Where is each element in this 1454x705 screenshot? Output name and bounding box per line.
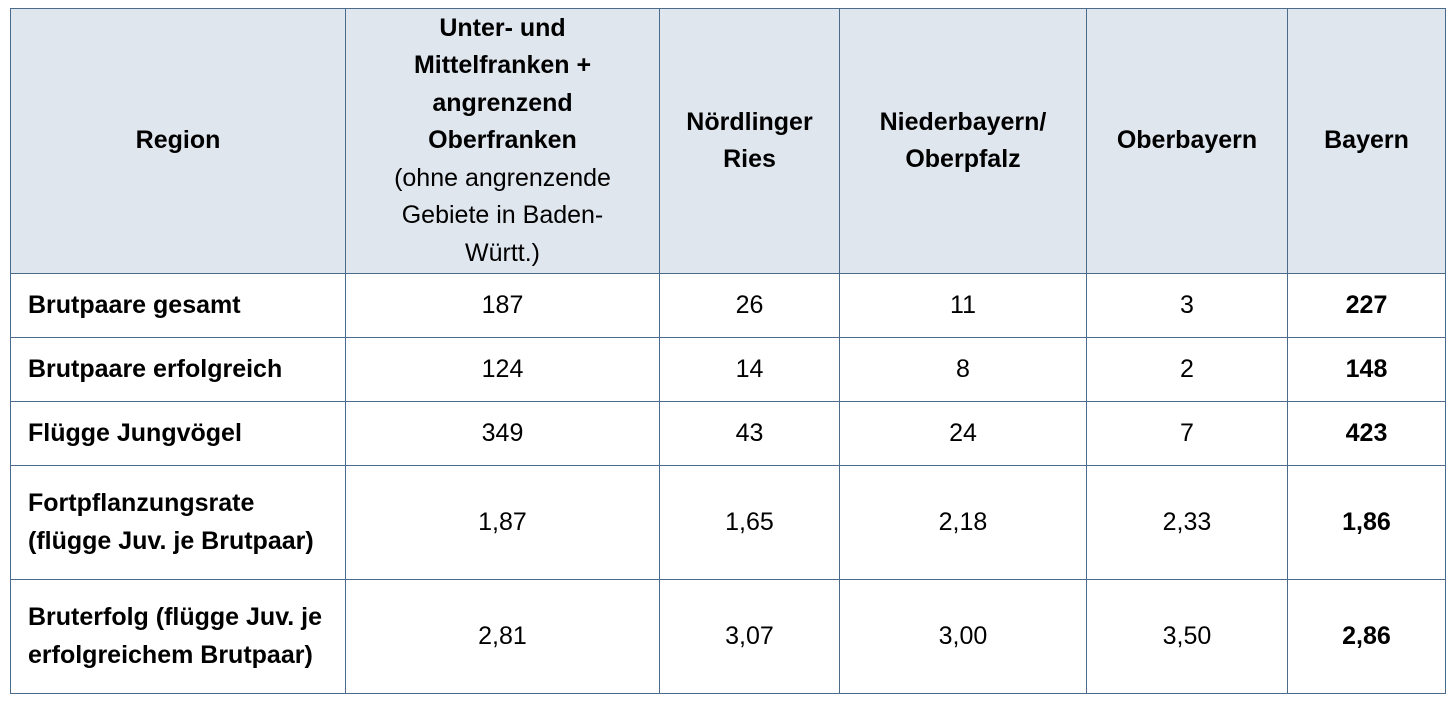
header-noerdlinger-ries: Nördlinger Ries (659, 8, 840, 274)
header-oberbayern: Oberbayern (1086, 8, 1288, 274)
cell-total: 423 (1287, 401, 1446, 466)
cell-value: 2,81 (345, 579, 660, 694)
cell-total: 2,86 (1287, 579, 1446, 694)
cell-value: 26 (659, 273, 840, 338)
cell-value: 14 (659, 337, 840, 402)
cell-value: 1,65 (659, 465, 840, 580)
row-label: Flügge Jungvögel (10, 401, 346, 466)
cell-total: 148 (1287, 337, 1446, 402)
breeding-statistics-table: Region Unter- und Mittelfranken + angren… (10, 8, 1446, 694)
cell-value: 1,87 (345, 465, 660, 580)
table-row: Bruterfolg (flügge Juv. je erfolgreichem… (10, 579, 1446, 694)
cell-value: 3 (1086, 273, 1288, 338)
row-label: Brutpaare erfolgreich (10, 337, 346, 402)
cell-value: 24 (839, 401, 1087, 466)
cell-value: 3,07 (659, 579, 840, 694)
cell-value: 2,33 (1086, 465, 1288, 580)
header-franken-note: (ohne angrenzende Gebiete in Baden-Württ… (394, 163, 611, 267)
cell-value: 2 (1086, 337, 1288, 402)
cell-total: 227 (1287, 273, 1446, 338)
row-label: Brutpaare gesamt (10, 273, 346, 338)
table-row: Brutpaare gesamt 187 26 11 3 227 (10, 273, 1446, 338)
header-niederbayern-oberpfalz: Niederbayern/ Oberpfalz (839, 8, 1087, 274)
table-row: Brutpaare erfolgreich 124 14 8 2 148 (10, 337, 1446, 402)
header-franken: Unter- und Mittelfranken + angrenzend Ob… (345, 8, 660, 274)
cell-value: 349 (345, 401, 660, 466)
cell-value: 7 (1086, 401, 1288, 466)
table-row: Fortpflanzungsrate (flügge Juv. je Brutp… (10, 465, 1446, 580)
cell-total: 1,86 (1287, 465, 1446, 580)
header-row: Region Unter- und Mittelfranken + angren… (10, 8, 1446, 274)
cell-value: 3,50 (1086, 579, 1288, 694)
table-row: Flügge Jungvögel 349 43 24 7 423 (10, 401, 1446, 466)
row-label: Fortpflanzungsrate (flügge Juv. je Brutp… (10, 465, 346, 580)
cell-value: 43 (659, 401, 840, 466)
cell-value: 11 (839, 273, 1087, 338)
table-header: Region Unter- und Mittelfranken + angren… (10, 8, 1446, 274)
header-franken-title: Unter- und Mittelfranken + angrenzend Ob… (413, 13, 592, 155)
table-body: Brutpaare gesamt 187 26 11 3 227 Brutpaa… (10, 273, 1446, 694)
cell-value: 124 (345, 337, 660, 402)
cell-value: 8 (839, 337, 1087, 402)
cell-value: 2,18 (839, 465, 1087, 580)
row-label: Bruterfolg (flügge Juv. je erfolgreichem… (10, 579, 346, 694)
header-region: Region (10, 8, 346, 274)
cell-value: 187 (345, 273, 660, 338)
cell-value: 3,00 (839, 579, 1087, 694)
header-bayern: Bayern (1287, 8, 1446, 274)
